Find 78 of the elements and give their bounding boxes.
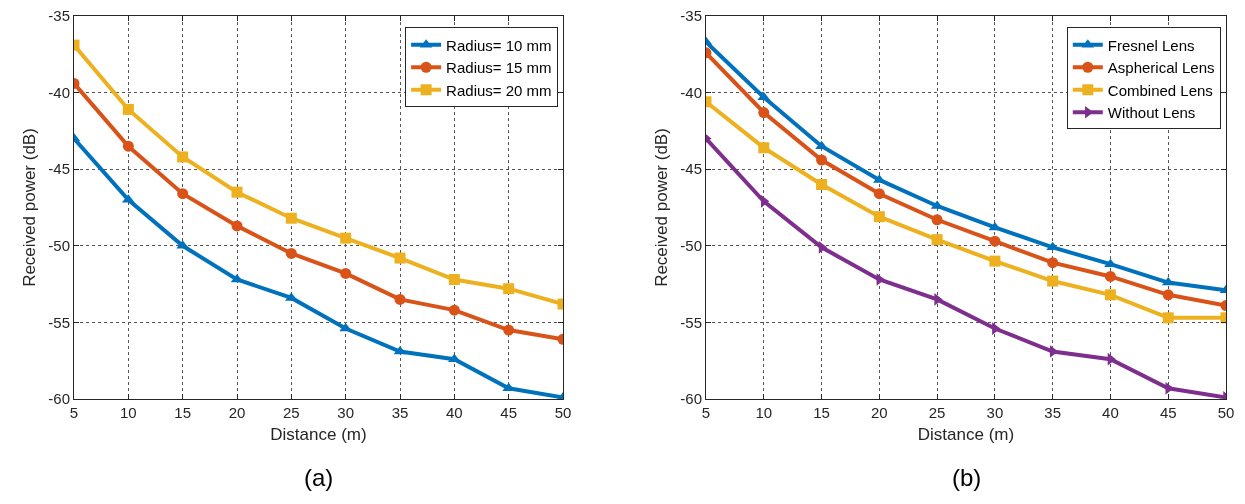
y-tick-label: -35	[680, 7, 702, 25]
x-tick-label: 50	[1217, 404, 1235, 421]
point	[1047, 275, 1059, 287]
point	[931, 214, 943, 226]
point	[758, 142, 770, 154]
y-tick-label: -60	[680, 390, 702, 408]
point	[231, 186, 243, 198]
point	[816, 179, 828, 191]
y-tick-label: -60	[48, 390, 70, 408]
x-tick-label: 5	[701, 404, 711, 421]
y-axis-title: Received power (dB)	[651, 128, 671, 287]
x-tick-label: 30	[337, 404, 355, 421]
x-tick-label: 10	[755, 404, 773, 421]
x-tick-label: 25	[928, 404, 946, 421]
x-tick-label: 5	[69, 404, 79, 421]
point	[931, 234, 943, 246]
point	[989, 255, 1001, 267]
y-tick-label: -45	[48, 160, 70, 178]
point	[1047, 257, 1059, 269]
x-axis-title: Distance (m)	[917, 425, 1015, 445]
legend-label: Combined Lens	[1107, 81, 1213, 99]
point	[231, 220, 243, 232]
legend-label: Radius= 15 mm	[446, 59, 552, 77]
point	[873, 211, 885, 223]
point	[177, 188, 189, 200]
point	[122, 140, 134, 152]
x-tick-label: 40	[445, 404, 463, 421]
point	[1162, 289, 1174, 301]
point	[448, 304, 460, 316]
x-tick-label: 35	[1044, 404, 1062, 421]
x-tick-label: 30	[986, 404, 1004, 421]
point	[177, 151, 189, 163]
x-tick-label: 10	[119, 404, 137, 421]
x-tick-label: 45	[1159, 404, 1177, 421]
legend-label: Fresnel Lens	[1107, 36, 1195, 54]
legend-label: Radius= 20 mm	[446, 81, 552, 99]
x-tick-label: 25	[282, 404, 300, 421]
point	[818, 240, 828, 254]
x-tick-label: 35	[391, 404, 409, 421]
text: (b)	[952, 464, 982, 491]
x-tick-label: 15	[813, 404, 830, 421]
point	[1162, 312, 1174, 324]
x-tick-label: 45	[500, 404, 518, 421]
y-tick-label: -45	[680, 160, 702, 178]
point	[448, 274, 460, 285]
y-tick-label: -50	[680, 237, 702, 255]
x-tick-label: 15	[174, 404, 192, 421]
y-axis-title: Received power (dB)	[19, 128, 39, 287]
point	[873, 188, 885, 200]
legend-label: Radius= 10 mm	[446, 36, 552, 54]
legend-label: Without Lens	[1107, 104, 1196, 122]
point	[503, 324, 515, 336]
x-tick-label: 40	[1102, 404, 1119, 421]
point	[394, 293, 406, 305]
y-tick-label: -40	[680, 83, 702, 101]
point	[816, 154, 828, 166]
y-tick-label: -55	[680, 313, 702, 331]
point	[285, 247, 297, 259]
point	[122, 103, 134, 115]
point	[989, 235, 1001, 247]
point	[394, 252, 406, 264]
text: (a)	[304, 464, 334, 491]
point	[285, 212, 297, 224]
point	[340, 232, 352, 244]
x-tick-label: 50	[554, 404, 572, 421]
point	[758, 107, 770, 119]
y-tick-label: -50	[48, 237, 70, 255]
x-tick-label: 20	[228, 404, 246, 421]
y-tick-label: -35	[48, 7, 70, 25]
x-tick-label: 20	[870, 404, 888, 421]
legend-label: Aspherical Lens	[1107, 59, 1215, 77]
point	[1104, 270, 1116, 282]
point	[1104, 289, 1116, 301]
x-axis-title: Distance (m)	[270, 425, 367, 445]
y-tick-label: -40	[48, 83, 70, 101]
point	[340, 267, 352, 279]
point	[503, 283, 515, 295]
y-tick-label: -55	[48, 313, 70, 331]
